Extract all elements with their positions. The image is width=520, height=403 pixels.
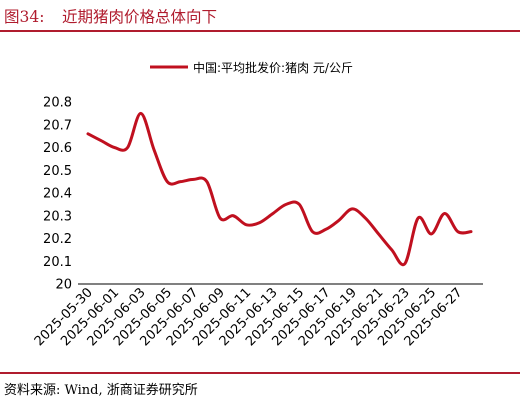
footer-rule: [0, 372, 520, 374]
header-rule: [0, 30, 520, 32]
y-tick-label: 20.8: [43, 96, 72, 111]
y-tick-label: 20.5: [43, 164, 72, 179]
x-tick-labels: 2025-05-302025-06-012025-06-032025-06-05…: [32, 285, 466, 349]
series-points: [87, 112, 473, 265]
figure-header: 图34: 近期猪肉价格总体向下: [0, 0, 520, 33]
series-line: [86, 111, 473, 267]
y-tick-labels: 20 20.1 20.2 20.3 20.4 20.5 20.6 20.7 20.8: [43, 96, 72, 293]
y-tick-label: 20.4: [43, 187, 72, 202]
y-tick-label: 20.1: [43, 255, 72, 270]
line-chart: 中国:平均批发价:猪肉 元/公斤 2020.120.220.320.420.52…: [32, 60, 483, 349]
y-tick-label: 20.3: [43, 209, 72, 224]
legend-label: 中国:平均批发价:猪肉 元/公斤: [193, 60, 353, 75]
figure-title: 近期猪肉价格总体向下: [62, 8, 218, 26]
source-note: 资料来源: Wind, 浙商证券研究所: [4, 383, 198, 398]
y-tick-label: 20.6: [43, 141, 72, 156]
y-tick-label: 20: [55, 278, 72, 293]
chart-legend: 中国:平均批发价:猪肉 元/公斤: [150, 60, 353, 75]
y-tick-label: 20.7: [43, 118, 72, 133]
y-tick-label: 20.2: [43, 232, 72, 247]
figure-number: 图34:: [4, 8, 45, 26]
